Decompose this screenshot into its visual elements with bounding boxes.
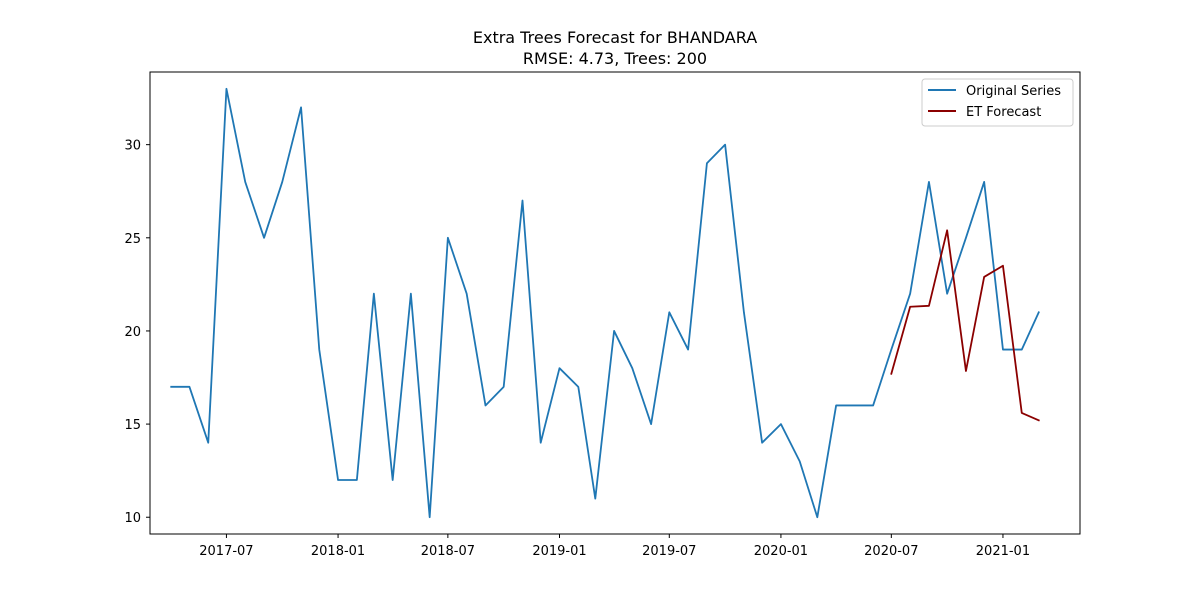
series-line-original-series xyxy=(170,87,1040,519)
data-point-original-series xyxy=(521,200,523,202)
data-point-et-forecast xyxy=(1038,419,1040,421)
y-tick-label: 20 xyxy=(124,325,141,340)
x-tick-label: 2021-01 xyxy=(976,544,1030,559)
data-point-original-series xyxy=(337,479,339,481)
series-line-et-forecast xyxy=(890,229,1040,422)
data-point-et-forecast xyxy=(909,306,911,308)
chart-title: Extra Trees Forecast for BHANDARA xyxy=(473,28,757,47)
data-point-original-series xyxy=(503,386,505,388)
data-point-et-forecast xyxy=(946,229,948,231)
data-point-original-series xyxy=(799,460,801,462)
y-axis: 10 15 20 25 30 xyxy=(124,139,150,526)
data-point-original-series xyxy=(909,293,911,295)
y-tick-label: 15 xyxy=(124,418,141,433)
plot-area xyxy=(170,87,1040,519)
data-point-original-series xyxy=(1021,349,1023,351)
data-point-original-series xyxy=(687,349,689,351)
data-point-original-series xyxy=(613,330,615,332)
data-point-original-series xyxy=(392,479,394,481)
data-point-original-series xyxy=(946,293,948,295)
data-point-original-series xyxy=(780,423,782,425)
data-point-original-series xyxy=(207,442,209,444)
x-tick-label: 2020-01 xyxy=(754,544,808,559)
x-tick-label: 2019-01 xyxy=(532,544,586,559)
legend-label-original-series: Original Series xyxy=(966,84,1061,99)
data-point-original-series xyxy=(188,386,190,388)
data-point-original-series xyxy=(577,386,579,388)
data-point-original-series xyxy=(835,404,837,406)
data-point-et-forecast xyxy=(890,373,892,375)
x-tick-label: 2018-07 xyxy=(421,544,475,559)
data-point-original-series xyxy=(410,293,412,295)
data-point-original-series xyxy=(1002,349,1004,351)
data-point-et-forecast xyxy=(983,276,985,278)
data-point-original-series xyxy=(890,349,892,351)
data-point-original-series xyxy=(853,404,855,406)
data-point-et-forecast xyxy=(928,305,930,307)
legend-label-et-forecast: ET Forecast xyxy=(966,105,1041,120)
data-point-original-series xyxy=(244,181,246,183)
data-point-original-series xyxy=(1038,311,1040,313)
x-tick-label: 2020-07 xyxy=(864,544,918,559)
data-point-original-series xyxy=(466,293,468,295)
chart-subtitle: RMSE: 4.73, Trees: 200 xyxy=(523,49,707,68)
legend: Original Series ET Forecast xyxy=(921,78,1074,127)
data-point-original-series xyxy=(761,442,763,444)
data-point-original-series xyxy=(318,349,320,351)
data-point-original-series xyxy=(983,181,985,183)
data-point-original-series xyxy=(447,237,449,239)
data-point-original-series xyxy=(928,181,930,183)
data-point-original-series xyxy=(540,442,542,444)
data-point-original-series xyxy=(558,367,560,369)
data-point-original-series xyxy=(373,293,375,295)
x-tick-label: 2017-07 xyxy=(199,544,253,559)
data-point-original-series xyxy=(429,516,431,518)
data-point-original-series xyxy=(668,311,670,313)
data-point-et-forecast xyxy=(1021,412,1023,414)
x-tick-label: 2019-07 xyxy=(642,544,696,559)
data-point-original-series xyxy=(706,162,708,164)
y-tick-label: 25 xyxy=(124,232,141,247)
y-tick-label: 10 xyxy=(124,511,141,526)
data-point-original-series xyxy=(281,181,283,183)
data-point-original-series xyxy=(356,479,358,481)
data-point-original-series xyxy=(724,144,726,146)
y-tick-label: 30 xyxy=(124,139,141,154)
data-point-original-series xyxy=(631,367,633,369)
data-point-original-series xyxy=(965,237,967,239)
x-tick-label: 2018-01 xyxy=(311,544,365,559)
x-axis: 2017-07 2018-01 2018-07 2019-01 2019-07 2020-… xyxy=(199,534,1030,559)
data-point-original-series xyxy=(225,88,227,90)
axes-frame xyxy=(149,71,1081,535)
data-point-original-series xyxy=(300,106,302,108)
data-point-et-forecast xyxy=(965,370,967,372)
legend-box xyxy=(921,78,1074,127)
data-point-original-series xyxy=(594,498,596,500)
data-point-original-series xyxy=(263,237,265,239)
data-point-original-series xyxy=(170,386,172,388)
data-point-original-series xyxy=(743,311,745,313)
data-point-original-series xyxy=(872,404,874,406)
data-point-original-series xyxy=(650,423,652,425)
data-point-et-forecast xyxy=(1002,265,1004,267)
data-point-original-series xyxy=(816,516,818,518)
data-point-original-series xyxy=(484,404,486,406)
